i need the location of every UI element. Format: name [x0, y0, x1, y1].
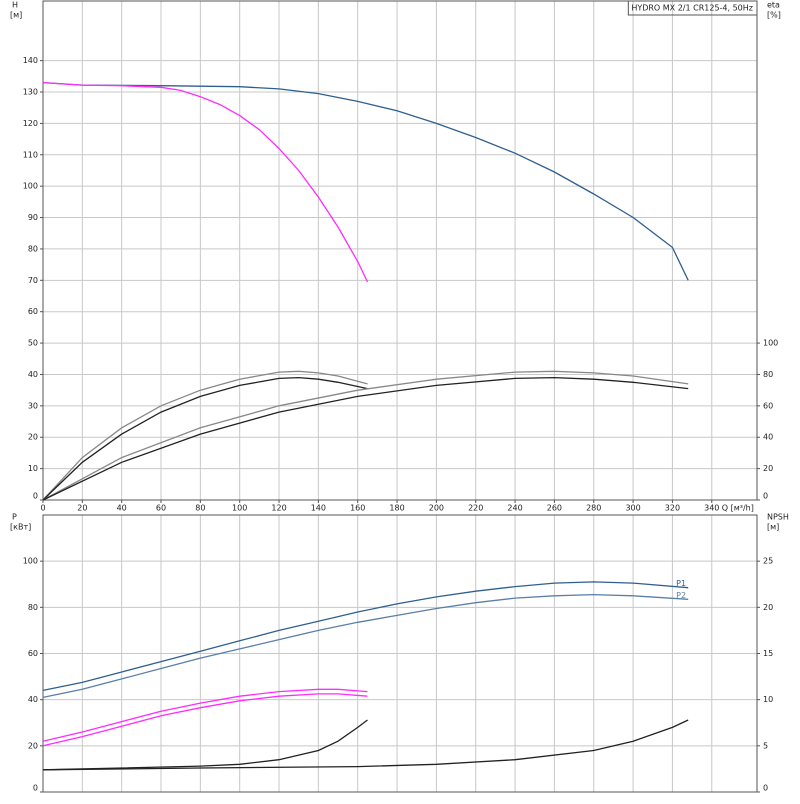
y2-axis-unit: [м]: [767, 523, 779, 532]
curve: [42, 719, 689, 771]
curve: [42, 581, 689, 692]
x-tick-label: 0: [40, 504, 45, 513]
y-tick-label: 0: [33, 784, 38, 793]
curve: [42, 376, 368, 501]
x-tick-label: 260: [547, 504, 562, 513]
y-tick-label: 90: [28, 213, 38, 222]
y-tick-label: 140: [23, 56, 38, 65]
x-tick-label: 340: [704, 504, 719, 513]
y2-tick-label: 100: [763, 339, 778, 348]
plot-frame: [42, 0, 758, 501]
y-tick-label: 130: [23, 88, 38, 97]
x-tick-label: 160: [350, 504, 365, 513]
y2-axis-label: NPSH: [767, 513, 789, 522]
x-tick-label: 100: [232, 504, 247, 513]
x-tick-label: 140: [311, 504, 326, 513]
y-tick-label: 100: [23, 182, 38, 191]
curve: [42, 593, 689, 699]
y-tick-label: 10: [28, 464, 38, 473]
y-axis-label: P: [12, 513, 17, 522]
y-tick-label: 80: [28, 603, 38, 612]
y-axis-unit: [кВт]: [10, 523, 31, 532]
x-tick-label: 240: [507, 504, 522, 513]
y2-axis-unit: [%]: [767, 11, 781, 20]
x-tick-label: 120: [271, 504, 286, 513]
y-tick-label: 100: [23, 557, 38, 566]
curve-label: P2: [676, 591, 686, 600]
y-tick-label: 110: [23, 150, 38, 159]
y2-tick-label: 5: [763, 741, 768, 750]
y-axis-unit: [м]: [10, 11, 22, 20]
y2-tick-label: 0: [763, 492, 768, 501]
x-tick-label: 220: [468, 504, 483, 513]
y2-tick-label: 15: [763, 649, 773, 658]
y-tick-label: 60: [28, 649, 38, 658]
curve: [42, 370, 689, 501]
y2-tick-label: 20: [763, 603, 773, 612]
title-box: [627, 0, 758, 16]
x-tick-label: 300: [625, 504, 640, 513]
x-tick-label: 80: [195, 504, 205, 513]
curve: [42, 719, 368, 771]
y-tick-label: 70: [28, 276, 38, 285]
x-tick-label: 200: [429, 504, 444, 513]
y2-tick-label: 0: [763, 784, 768, 793]
y2-tick-label: 25: [763, 557, 773, 566]
y-tick-label: 20: [28, 741, 38, 750]
y-tick-label: 80: [28, 244, 38, 253]
x-tick-label: 180: [389, 504, 404, 513]
chart-title: HYDRO MX 2/1 CR125-4, 50Hz: [631, 4, 753, 13]
y-tick-label: 0: [33, 492, 38, 501]
y-tick-label: 40: [28, 370, 38, 379]
y2-axis-label: eta: [767, 1, 780, 10]
curve: [42, 81, 369, 283]
y2-tick-label: 80: [763, 370, 773, 379]
x-axis-label: Q [м³/h]: [722, 504, 754, 513]
x-tick-label: 20: [77, 504, 87, 513]
y2-tick-label: 20: [763, 464, 773, 473]
y2-tick-label: 40: [763, 433, 773, 442]
y-tick-label: 20: [28, 433, 38, 442]
y-tick-label: 60: [28, 307, 38, 316]
curve-label: P1: [676, 579, 686, 588]
y2-tick-label: 10: [763, 695, 773, 704]
curve: [42, 688, 368, 742]
x-tick-label: 60: [156, 504, 166, 513]
x-tick-label: 40: [117, 504, 127, 513]
x-tick-label: 320: [665, 504, 680, 513]
curve: [42, 376, 689, 501]
curve: [42, 693, 368, 747]
y-tick-label: 40: [28, 695, 38, 704]
y-tick-label: 120: [23, 119, 38, 128]
y-axis-label: H: [12, 1, 18, 10]
y-tick-label: 30: [28, 401, 38, 410]
x-tick-label: 280: [586, 504, 601, 513]
curve: [42, 81, 689, 281]
y2-tick-label: 60: [763, 401, 773, 410]
curve: [42, 370, 368, 501]
y-tick-label: 50: [28, 339, 38, 348]
